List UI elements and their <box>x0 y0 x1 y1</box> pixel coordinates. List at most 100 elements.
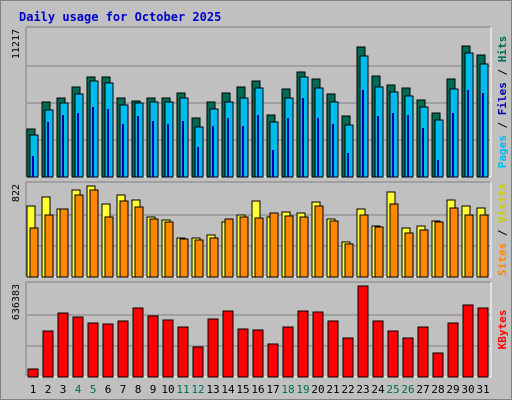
pages-bar <box>287 118 289 177</box>
kbytes-bar <box>387 330 399 378</box>
pages-bar <box>437 160 439 177</box>
pages-bar <box>242 126 244 177</box>
kbytes-bar <box>132 307 144 378</box>
sites-bar <box>269 212 279 278</box>
pages-bar <box>347 153 349 177</box>
x-tick-label: 7 <box>120 383 127 396</box>
pages-bar <box>422 128 424 177</box>
kbytes-bar <box>447 322 459 378</box>
kbytes-bar <box>402 337 414 378</box>
sites-bar <box>314 205 324 278</box>
pages-bar <box>257 115 259 177</box>
x-tick-label: 13 <box>206 383 219 396</box>
x-tick-label: 26 <box>401 383 414 396</box>
pages-bar <box>62 115 64 177</box>
kbytes-bar <box>342 337 354 378</box>
pages-bar <box>167 124 169 177</box>
sites-bar <box>434 221 444 278</box>
sites-bar <box>329 220 339 278</box>
sites-bar <box>134 206 144 278</box>
kbytes-bar <box>282 326 294 378</box>
sites-bar <box>164 221 174 278</box>
x-tick-label: 18 <box>281 383 294 396</box>
y-max-label-hits: 11217 <box>11 29 22 59</box>
pages-bar <box>467 90 469 177</box>
x-tick-label: 5 <box>90 383 97 396</box>
x-tick-label: 20 <box>311 383 324 396</box>
kbytes-bar <box>297 310 309 378</box>
sites-bar <box>239 216 249 278</box>
x-tick-label: 3 <box>60 383 67 396</box>
x-tick-label: 14 <box>221 383 235 396</box>
side-legend-hits: Pages / Files / Hits <box>496 36 509 169</box>
sites-bar <box>89 189 99 278</box>
x-tick-label: 12 <box>191 383 204 396</box>
kbytes-bar <box>102 323 114 378</box>
kbytes-bar <box>192 346 204 378</box>
x-tick-label: 11 <box>176 383 189 396</box>
x-tick-label: 23 <box>356 383 369 396</box>
x-tick-label: 4 <box>75 383 82 396</box>
sites-bar <box>29 227 39 278</box>
kbytes-bar <box>477 307 489 378</box>
kbytes-bar <box>42 330 54 378</box>
pages-bar <box>452 113 454 177</box>
x-tick-label: 9 <box>150 383 157 396</box>
kbytes-bar <box>462 304 474 378</box>
sites-bar <box>194 239 204 278</box>
legend-pages: Pages <box>496 135 509 168</box>
kbytes-bar <box>267 343 279 378</box>
page-title: Daily usage for October 2025 <box>19 10 222 24</box>
pages-bar <box>302 98 304 177</box>
x-tick-label: 29 <box>446 383 459 396</box>
x-tick-label: 16 <box>251 383 264 396</box>
x-tick-label: 28 <box>431 383 444 396</box>
x-tick-label: 24 <box>371 383 385 396</box>
kbytes-bar <box>207 318 219 378</box>
kbytes-bar <box>372 320 384 378</box>
kbytes-bar <box>117 320 129 378</box>
sites-bar <box>179 238 189 278</box>
x-tick-label: 27 <box>416 383 429 396</box>
side-legend-visits: Sites / Visits <box>496 183 509 276</box>
pages-bar <box>227 118 229 177</box>
legend-files: Files <box>496 82 509 115</box>
pages-bar <box>182 121 184 177</box>
legend-hits: Hits <box>496 36 509 63</box>
pages-bar <box>47 122 49 177</box>
sites-bar <box>119 200 129 278</box>
x-tick-label: 17 <box>266 383 279 396</box>
kbytes-bar <box>222 310 234 378</box>
pages-bar <box>272 150 274 177</box>
sites-bar <box>464 214 474 278</box>
pages-bar <box>197 147 199 177</box>
x-tick-label: 22 <box>341 383 354 396</box>
x-tick-label: 6 <box>105 383 112 396</box>
side-legend-kbytes: KBytes <box>496 310 509 350</box>
kbytes-bar <box>72 316 84 378</box>
kbytes-bar <box>312 311 324 378</box>
pages-bar <box>317 118 319 177</box>
pages-bar <box>107 109 109 177</box>
kbytes-bar <box>177 326 189 378</box>
legend-visits: Visits <box>496 183 509 223</box>
pages-bar <box>332 124 334 177</box>
pages-bar <box>377 116 379 177</box>
x-tick-label: 1 <box>30 383 37 396</box>
pages-bar <box>212 126 214 177</box>
x-tick-label: 2 <box>45 383 52 396</box>
x-tick-label: 30 <box>461 383 474 396</box>
sites-bar <box>404 232 414 278</box>
pages-bar <box>407 115 409 177</box>
pages-bar <box>137 116 139 177</box>
kbytes-bar <box>162 319 174 378</box>
sites-bar <box>359 214 369 278</box>
x-tick-label: 8 <box>135 383 142 396</box>
kbytes-bar <box>432 352 444 378</box>
x-tick-label: 21 <box>326 383 339 396</box>
sites-bar <box>419 229 429 278</box>
pages-bar <box>362 90 364 177</box>
sites-bar <box>254 217 264 278</box>
